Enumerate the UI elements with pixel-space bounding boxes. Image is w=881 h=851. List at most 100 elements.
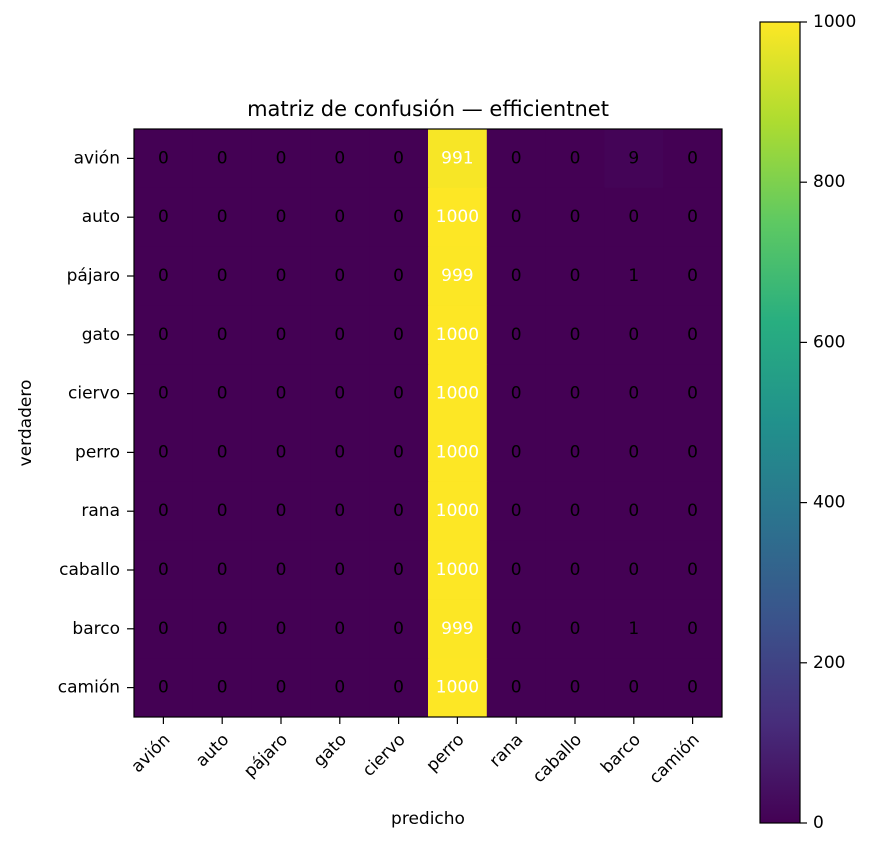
plot-frame <box>133 128 723 718</box>
heatmap-cell <box>604 246 664 306</box>
cell-value-label: 0 <box>276 266 287 286</box>
heatmap-cell <box>369 305 429 365</box>
heatmap-cell <box>192 599 253 659</box>
heatmap-cell <box>486 540 547 600</box>
heatmap-cell <box>192 481 253 542</box>
heatmap-cell <box>663 364 723 424</box>
cell-value-label: 0 <box>511 501 522 521</box>
cell-value-label: 0 <box>628 442 639 462</box>
y-tick-label: caballo <box>59 560 120 580</box>
cell-value-label: 0 <box>158 148 169 168</box>
cell-value-label: 0 <box>570 678 581 698</box>
cell-value-label: 0 <box>393 560 404 580</box>
heatmap-cell <box>604 187 664 248</box>
cell-value-label: 0 <box>628 325 639 345</box>
cell-value-label: 0 <box>217 148 228 168</box>
heatmap-cell <box>545 423 605 483</box>
cell-value-label: 0 <box>570 619 581 639</box>
cell-value-label: 1000 <box>436 384 479 404</box>
cell-value-label: 0 <box>276 148 287 168</box>
cell-value-label: 0 <box>570 442 581 462</box>
cell-value-label: 0 <box>334 325 345 345</box>
cell-value-label: 0 <box>334 619 345 639</box>
x-tick-label: gato <box>310 730 351 771</box>
cell-value-label: 1000 <box>436 501 479 521</box>
cell-value-label: 0 <box>217 384 228 404</box>
heatmap-cell <box>663 305 723 365</box>
cell-value-label: 0 <box>393 148 404 168</box>
y-tick-label: barco <box>72 619 120 639</box>
cell-value-label: 991 <box>441 148 473 168</box>
x-tick-label: ciervo <box>359 730 410 781</box>
cell-value-label: 0 <box>217 501 228 521</box>
cell-value-label: 0 <box>687 266 698 286</box>
heatmap-cell <box>486 599 547 659</box>
cell-value-label: 0 <box>276 207 287 227</box>
colorbar-tick-label: 400 <box>813 493 845 513</box>
y-tick-label: camión <box>58 678 120 698</box>
cell-value-label: 1000 <box>436 560 479 580</box>
cell-value-label: 0 <box>393 501 404 521</box>
heatmap-cell <box>486 423 547 483</box>
heatmap-cell <box>369 658 429 718</box>
heatmap-cell <box>310 129 370 189</box>
cell-value-label: 0 <box>393 442 404 462</box>
heatmap-cell <box>545 540 605 600</box>
x-tick-label: camión <box>646 730 704 788</box>
heatmap-cell <box>251 599 311 659</box>
heatmap-cell <box>134 364 194 424</box>
heatmap-cell <box>369 423 429 483</box>
y-tick-label: pájaro <box>67 266 120 286</box>
cell-value-label: 1000 <box>436 207 479 227</box>
cell-value-label: 1 <box>628 619 639 639</box>
cell-value-label: 0 <box>511 619 522 639</box>
cell-value-label: 0 <box>511 442 522 462</box>
y-tick-label: rana <box>81 501 120 521</box>
cell-value-label: 0 <box>158 560 169 580</box>
heatmap-cell <box>486 364 547 424</box>
y-tick-label: auto <box>82 207 120 227</box>
heatmap-cell <box>310 599 370 659</box>
heatmap-cell <box>604 423 664 483</box>
heatmap-cell <box>663 423 723 483</box>
heatmap-cell <box>310 658 370 718</box>
cell-value-label: 0 <box>687 207 698 227</box>
heatmap-cell <box>134 129 194 189</box>
cell-value-label: 0 <box>334 560 345 580</box>
heatmap-cell <box>604 481 664 542</box>
heatmap-cell <box>428 129 488 189</box>
y-tick-label: gato <box>82 325 120 345</box>
cell-value-label: 0 <box>217 619 228 639</box>
x-axis: avión auto pájaro gato ciervo perro rana caball… <box>128 717 704 788</box>
heatmap-cell <box>604 129 664 189</box>
cell-value-label: 0 <box>158 678 169 698</box>
x-tick-label: auto <box>192 730 233 771</box>
heatmap-cell <box>428 481 488 542</box>
colorbar-axis: 0 200 400 600 800 1000 <box>800 12 856 833</box>
cell-value-label: 0 <box>158 384 169 404</box>
heatmap-cell <box>192 246 253 306</box>
heatmap-cell <box>310 540 370 600</box>
cell-value-label: 0 <box>276 384 287 404</box>
heatmap-cell <box>486 129 547 189</box>
cell-value-label: 0 <box>334 384 345 404</box>
heatmap-cell <box>134 658 194 718</box>
colorbar-tick-label: 200 <box>813 653 845 673</box>
cell-value-label: 0 <box>570 148 581 168</box>
heatmap-cell <box>428 246 488 306</box>
heatmap-cell <box>545 599 605 659</box>
y-tick-label: avión <box>74 148 120 168</box>
x-tick-label: perro <box>423 730 469 776</box>
cell-value-label: 0 <box>687 384 698 404</box>
heatmap-cell <box>251 423 311 483</box>
heatmap-cell <box>251 129 311 189</box>
cell-value-label: 0 <box>687 442 698 462</box>
cell-value-label: 999 <box>441 266 473 286</box>
cell-value-label: 0 <box>511 678 522 698</box>
cell-value-label: 0 <box>687 325 698 345</box>
heatmap-cell <box>663 599 723 659</box>
heatmap-cell <box>134 599 194 659</box>
colorbar-tick-label: 1000 <box>813 12 856 32</box>
heatmap-cell <box>192 423 253 483</box>
